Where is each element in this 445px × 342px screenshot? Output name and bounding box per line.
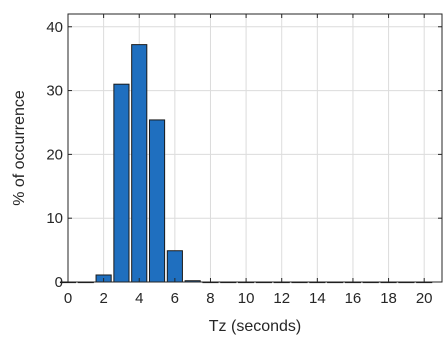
x-tick-label: 4 bbox=[135, 290, 143, 307]
x-tick-label: 16 bbox=[345, 290, 362, 307]
y-tick-label: 30 bbox=[46, 83, 63, 100]
x-tick-label: 2 bbox=[99, 290, 107, 307]
y-tick-label: 10 bbox=[46, 210, 63, 227]
y-tick-labels: 0 10 20 30 40 bbox=[46, 19, 63, 291]
x-tick-labels: 0 2 4 6 8 10 12 14 16 18 20 bbox=[64, 290, 433, 307]
bar bbox=[113, 83, 130, 283]
y-axis-label: % of occurrence bbox=[11, 90, 28, 206]
x-tick-label: 20 bbox=[416, 290, 433, 307]
y-tick-label: 40 bbox=[46, 19, 63, 36]
x-tick-label: 14 bbox=[309, 290, 326, 307]
x-tick-label: 8 bbox=[206, 290, 214, 307]
bars bbox=[59, 44, 433, 284]
x-tick-label: 12 bbox=[273, 290, 290, 307]
plot-frame bbox=[67, 13, 443, 283]
x-tick-label: 18 bbox=[380, 290, 397, 307]
axes bbox=[67, 13, 443, 283]
bar bbox=[166, 250, 183, 283]
x-axis-label: Tz (seconds) bbox=[209, 318, 301, 335]
bar bbox=[131, 44, 148, 283]
y-tick-label: 20 bbox=[46, 146, 63, 163]
x-tick-label: 0 bbox=[64, 290, 72, 307]
x-tick-label: 10 bbox=[238, 290, 255, 307]
x-tick-label: 6 bbox=[171, 290, 179, 307]
bar bbox=[148, 119, 166, 283]
y-tick-label: 0 bbox=[55, 274, 63, 291]
